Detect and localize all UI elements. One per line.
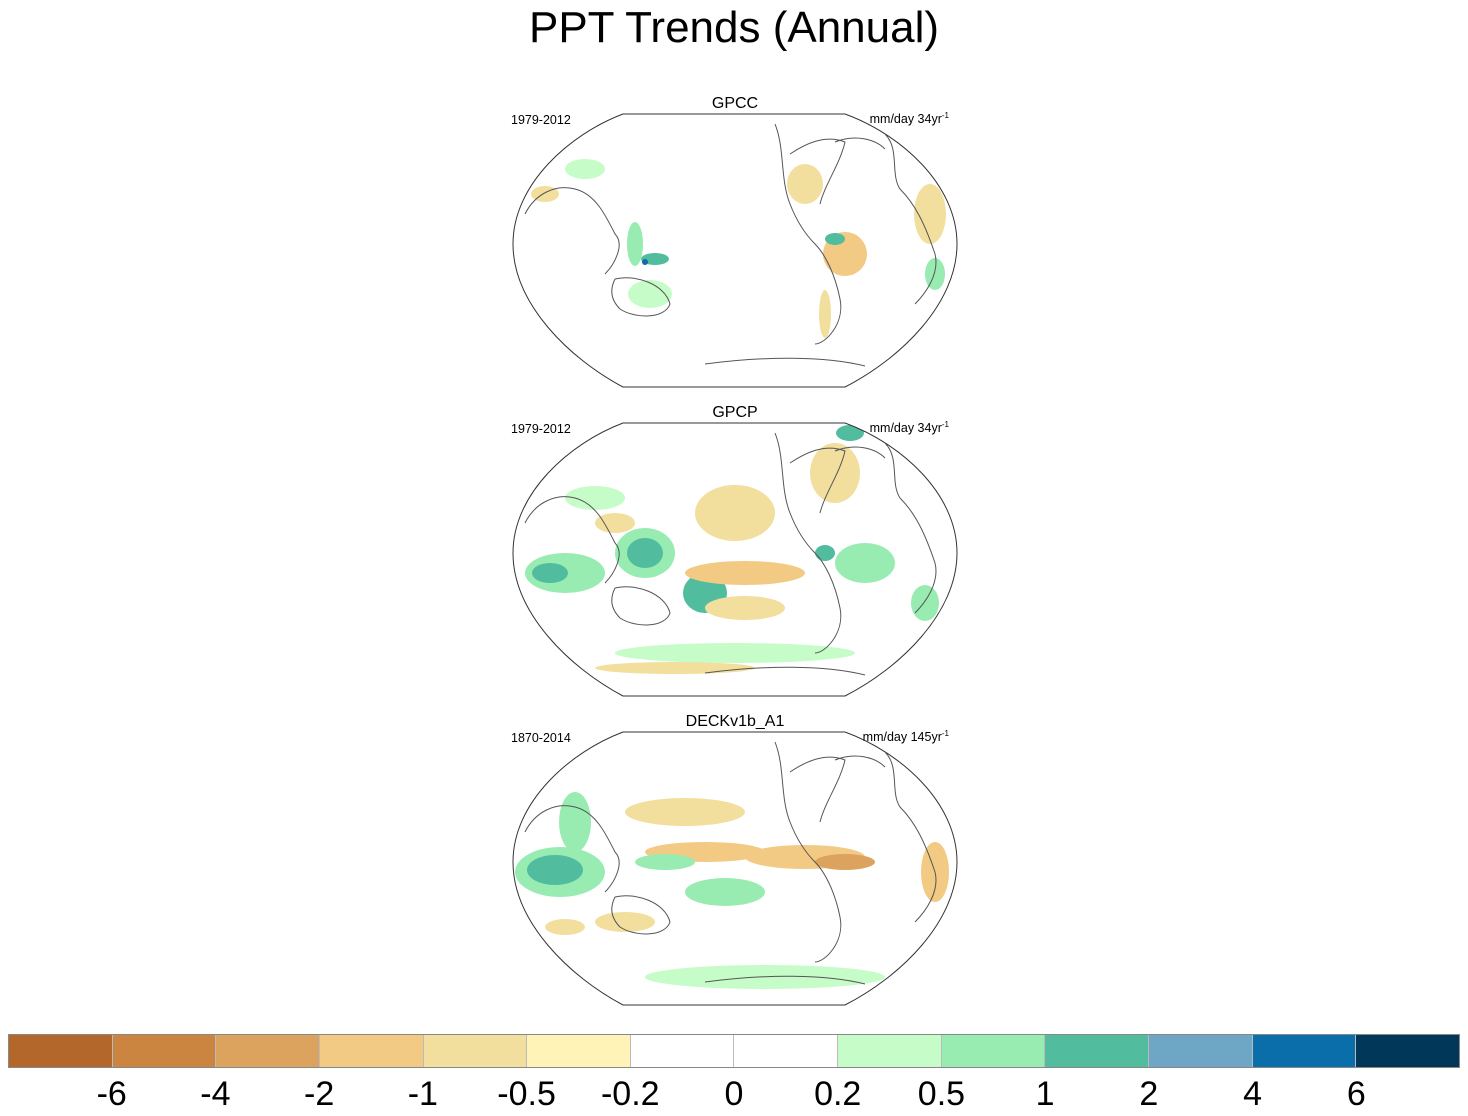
- colorbar-box: [1149, 1035, 1253, 1067]
- colorbar-tick-label: -6: [96, 1075, 127, 1113]
- colorbar-box: [9, 1035, 113, 1067]
- colorbar-box: [216, 1035, 320, 1067]
- world-map: [512, 422, 958, 697]
- colorbar-tick-label: -0.2: [600, 1075, 660, 1113]
- colorbar-tick-label: 0.5: [917, 1075, 966, 1113]
- period-label: 1870-2014: [511, 731, 571, 745]
- colorbar: [8, 1034, 1460, 1068]
- colorbar-tick-label: 1: [1035, 1075, 1055, 1113]
- units-label: mm/day 34yr-1: [869, 111, 949, 127]
- period-label: 1979-2012: [511, 422, 571, 436]
- colorbar-tick-label: 6: [1346, 1075, 1366, 1113]
- colorbar-tick-label: 0: [724, 1075, 744, 1113]
- colorbar-box: [1252, 1035, 1357, 1067]
- colorbar-tick-label: -2: [304, 1075, 335, 1113]
- colorbar-box: [838, 1035, 942, 1067]
- units-label: mm/day 145yr-1: [862, 729, 949, 745]
- panel-title: GPCC: [711, 95, 759, 112]
- world-map: [512, 113, 958, 388]
- colorbar-box: [423, 1035, 528, 1067]
- colorbar-box: [630, 1035, 735, 1067]
- colorbar-box: [527, 1035, 631, 1067]
- period-label: 1979-2012: [511, 113, 571, 127]
- map-panel-deckv1b-a1: DECKv1b_A1 1870-2014 mm/day 145yr-1: [505, 712, 965, 1017]
- colorbar-box: [319, 1035, 424, 1067]
- colorbar-box: [1045, 1035, 1150, 1067]
- colorbar-tick-label: 4: [1243, 1075, 1263, 1113]
- colorbar-tick-label: -0.5: [497, 1075, 556, 1113]
- panel-title: DECKv1b_A1: [685, 713, 785, 730]
- colorbar-box: [1356, 1035, 1459, 1067]
- colorbar-tick-label: -4: [200, 1075, 231, 1113]
- map-panel-gpcc: GPCC 1979-2012 mm/day 34yr-1: [505, 94, 965, 399]
- units-label: mm/day 34yr-1: [869, 420, 949, 436]
- panel-title: GPCP: [712, 404, 758, 421]
- colorbar-tick-label: -1: [407, 1075, 438, 1113]
- colorbar-box: [734, 1035, 839, 1067]
- colorbar-tick-label: 2: [1139, 1075, 1159, 1113]
- map-panel-gpcp: GPCP 1979-2012 mm/day 34yr-1: [505, 403, 965, 708]
- colorbar-box: [941, 1035, 1046, 1067]
- figure-title: PPT Trends (Annual): [528, 3, 940, 52]
- colorbar-tick-label: 0.2: [814, 1075, 862, 1113]
- colorbar-box: [112, 1035, 217, 1067]
- world-map: [512, 731, 958, 1006]
